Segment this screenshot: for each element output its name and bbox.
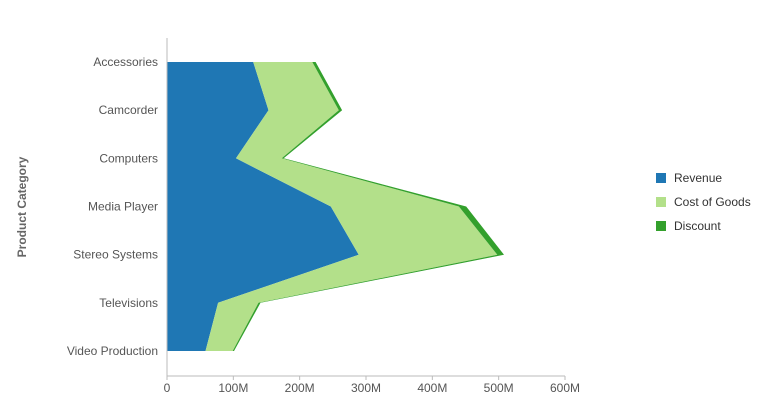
y-axis-ticks: Accessories Camcorder Computers Media Playe…: [67, 55, 158, 358]
y-tick-label: Accessories: [93, 55, 158, 69]
legend-label: Revenue: [674, 171, 722, 185]
legend-label: Discount: [674, 219, 721, 233]
x-tick-label: 100M: [218, 381, 248, 395]
x-tick-label: 0: [164, 381, 171, 395]
y-tick-label: Camcorder: [99, 103, 158, 117]
x-axis-ticks: 0 100M 200M 300M 400M 500M 600M: [164, 376, 580, 395]
legend-swatch: [656, 173, 666, 183]
legend-swatch: [656, 197, 666, 207]
y-tick-label: Stereo Systems: [73, 248, 158, 262]
area-revenue: [167, 62, 359, 351]
area-series-group: [167, 62, 504, 351]
x-tick-label: 400M: [417, 381, 447, 395]
x-tick-label: 500M: [484, 381, 514, 395]
legend: Revenue Cost of Goods Discount: [656, 171, 751, 233]
y-axis-title: Product Category: [15, 156, 29, 257]
x-tick-label: 300M: [351, 381, 381, 395]
area-cost-of-goods: [205, 62, 498, 351]
y-tick-label: Media Player: [88, 200, 158, 214]
y-tick-label: Computers: [99, 151, 158, 165]
legend-label: Cost of Goods: [674, 195, 751, 209]
y-tick-label: Televisions: [99, 296, 158, 310]
legend-swatch: [656, 221, 666, 231]
x-tick-label: 600M: [550, 381, 580, 395]
x-tick-label: 200M: [285, 381, 315, 395]
y-tick-label: Video Production: [67, 344, 158, 358]
